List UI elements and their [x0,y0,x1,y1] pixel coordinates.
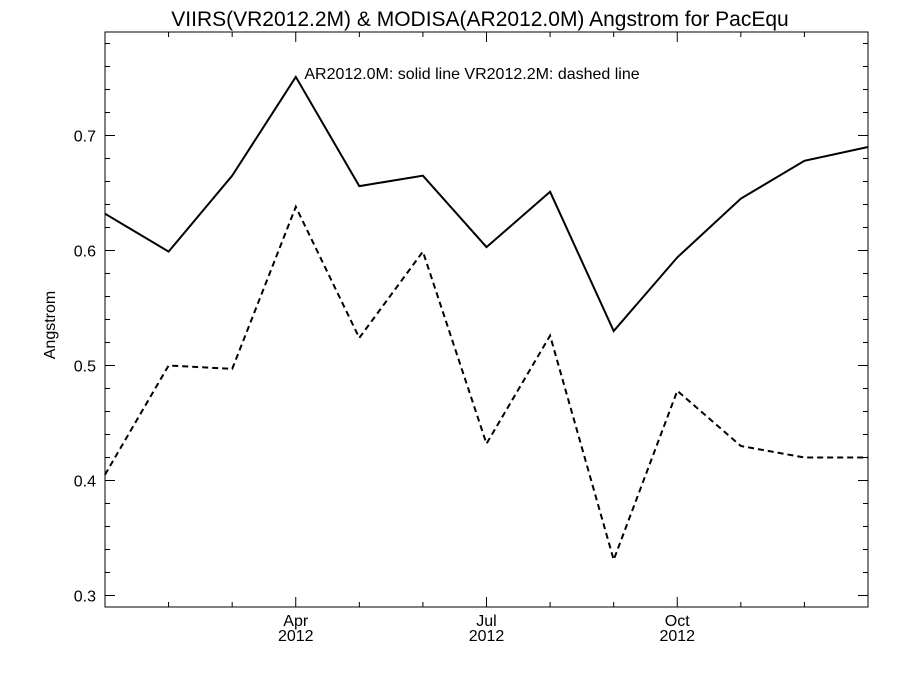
x-tick-label: Apr [283,613,309,630]
y-tick-label: 0.6 [74,244,96,261]
y-tick-label: 0.3 [74,589,96,606]
plot-frame [104,31,869,608]
legend-annotation: AR2012.0M: solid line VR2012.2M: dashed … [304,66,639,83]
y-tick-label: 0.5 [74,359,96,376]
y-axis-label: Angstrom [42,291,59,359]
series-lines [104,74,869,563]
y-tick-label: 0.7 [74,129,96,146]
x-tick-sublabel: 2012 [469,628,505,645]
chart-title: VIIRS(VR2012.2M) & MODISA(AR2012.0M) Ang… [171,8,788,31]
y-axis-ticks: 0.3 0.4 0.5 0.6 0.7 [74,43,868,606]
x-tick-label: Oct [665,613,690,630]
y-tick-label: 0.4 [74,474,96,491]
x-tick-sublabel: 2012 [278,628,314,645]
series-line-ar2012-0m [104,74,869,333]
x-tick-sublabel: 2012 [659,628,695,645]
x-tick-label: Jul [476,613,496,630]
series-line-vr2012-2m [104,204,868,563]
